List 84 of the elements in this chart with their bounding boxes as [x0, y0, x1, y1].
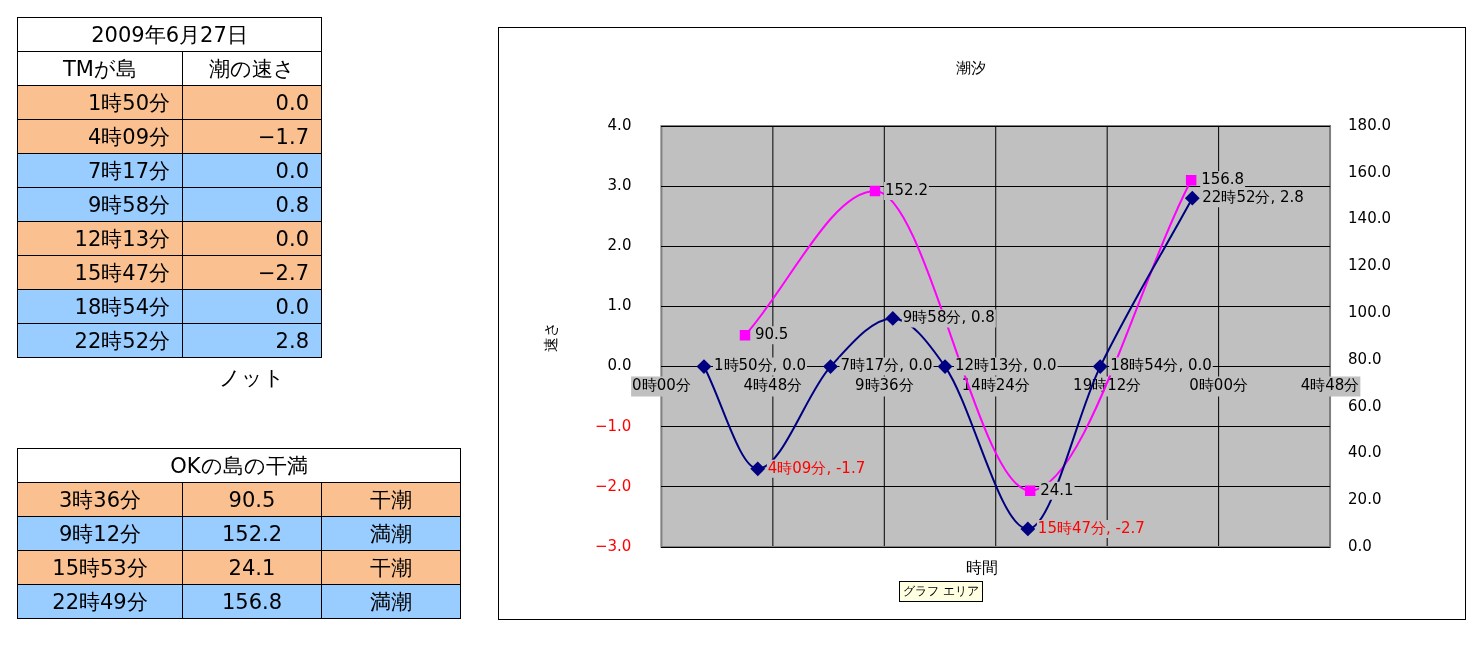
text: 0.0: [275, 158, 309, 183]
point: [869, 185, 881, 197]
text: 干潮: [370, 555, 412, 580]
text: 0.0: [275, 226, 309, 251]
x-tick-label: 0時00分: [1189, 376, 1248, 395]
point: [696, 359, 711, 374]
data-label: 156.8: [1201, 170, 1245, 189]
text: 2009年6月27日: [17, 17, 322, 52]
y-tick-label: −3.0: [594, 536, 632, 555]
text: ノット: [218, 365, 286, 392]
text: 4時09分: [87, 124, 170, 149]
y-tick-label: 0.0: [607, 356, 632, 375]
y-tick-label: 2.0: [607, 236, 632, 255]
point: [938, 359, 953, 374]
y2-tick-label: 20.0: [1348, 490, 1382, 509]
chart-title: 潮汐: [956, 58, 986, 77]
x-tick-label: 4時48分: [743, 376, 803, 395]
text: 0.8: [275, 192, 309, 217]
data-label: 4時09分, -1.7: [767, 458, 866, 477]
y2-tick-label: 60.0: [1348, 396, 1382, 415]
point: [739, 330, 751, 341]
data-label: 15時47分, -2.7: [1037, 518, 1145, 537]
y-tick-label: 1.0: [607, 296, 632, 315]
text: 3時36分: [58, 487, 142, 512]
point: [1185, 175, 1197, 186]
text: 干潮: [370, 487, 412, 512]
y2-tick-label: 100.0: [1348, 303, 1392, 321]
y2-tick-label: 160.0: [1348, 162, 1392, 181]
point: [1020, 521, 1035, 536]
point: [1024, 485, 1036, 496]
text: 9時58分: [87, 192, 170, 217]
point: [750, 461, 765, 476]
category-label: TMが島: [17, 51, 183, 86]
y2-tick-label: 0.0: [1348, 536, 1372, 555]
x-axis-title: 時間: [965, 558, 999, 579]
x-tick-label: 4時48分: [1300, 376, 1360, 395]
text: 24.1: [228, 555, 276, 580]
y2-tick-label: 80.0: [1348, 349, 1382, 368]
data-label: 7時17分, 0.0: [840, 356, 933, 375]
y2-tick-label: 180.0: [1348, 115, 1392, 134]
category-label: 潮の速さ: [182, 51, 322, 86]
text: 18時54分: [74, 294, 170, 319]
x-tick-label: 0時00分: [632, 376, 691, 395]
text: 満潮: [370, 521, 412, 546]
text: 15時53分: [52, 555, 148, 580]
y2-tick-label: 40.0: [1348, 443, 1382, 462]
y-tick-label: −1.0: [594, 416, 632, 435]
data-label: 12時13分, 0.0: [955, 356, 1057, 375]
text: 12時13分: [74, 226, 170, 251]
data-label: 24.1: [1040, 480, 1074, 499]
data-label: 152.2: [885, 180, 928, 199]
y-tick-label: −2.0: [594, 476, 632, 495]
text: −2.7: [258, 260, 309, 285]
data-label: 18時54分, 0.0: [1110, 356, 1212, 375]
data-label: 1時50分, 0.0: [713, 356, 807, 375]
text: 0.0: [275, 90, 309, 115]
y-tick-label: 4.0: [607, 115, 632, 134]
text: 22時49分: [52, 589, 148, 614]
text: −1.7: [258, 124, 309, 149]
y-axis-title: 速さ: [541, 321, 560, 352]
y-tick-label: 3.0: [607, 176, 632, 195]
text: 9時12分: [58, 521, 142, 546]
text: 1時50分: [87, 90, 170, 115]
y2-tick-label: 120.0: [1348, 256, 1392, 275]
text: 22時52分: [74, 328, 170, 353]
text: 156.8: [221, 589, 283, 614]
point: [1093, 359, 1108, 374]
text: 152.2: [221, 521, 283, 546]
point: [823, 359, 838, 374]
text: 0.0: [275, 294, 309, 319]
data-label: 22時52分, 2.8: [1202, 188, 1304, 207]
x-tick-label: 9時36分: [854, 376, 914, 395]
text: 7時17分: [87, 158, 170, 183]
text: 2.8: [275, 328, 309, 353]
data-label: 90.5: [755, 325, 789, 344]
text: OKの島の干満: [17, 448, 461, 483]
point: [1185, 191, 1200, 206]
text: グラフ エリア: [899, 581, 983, 602]
data-label: 9時58分, 0.8: [902, 308, 995, 327]
y2-tick-label: 140.0: [1348, 209, 1392, 228]
text: 満潮: [370, 589, 412, 614]
point: [885, 311, 900, 326]
text: 90.5: [228, 487, 276, 512]
text: 15時47分: [74, 260, 170, 285]
